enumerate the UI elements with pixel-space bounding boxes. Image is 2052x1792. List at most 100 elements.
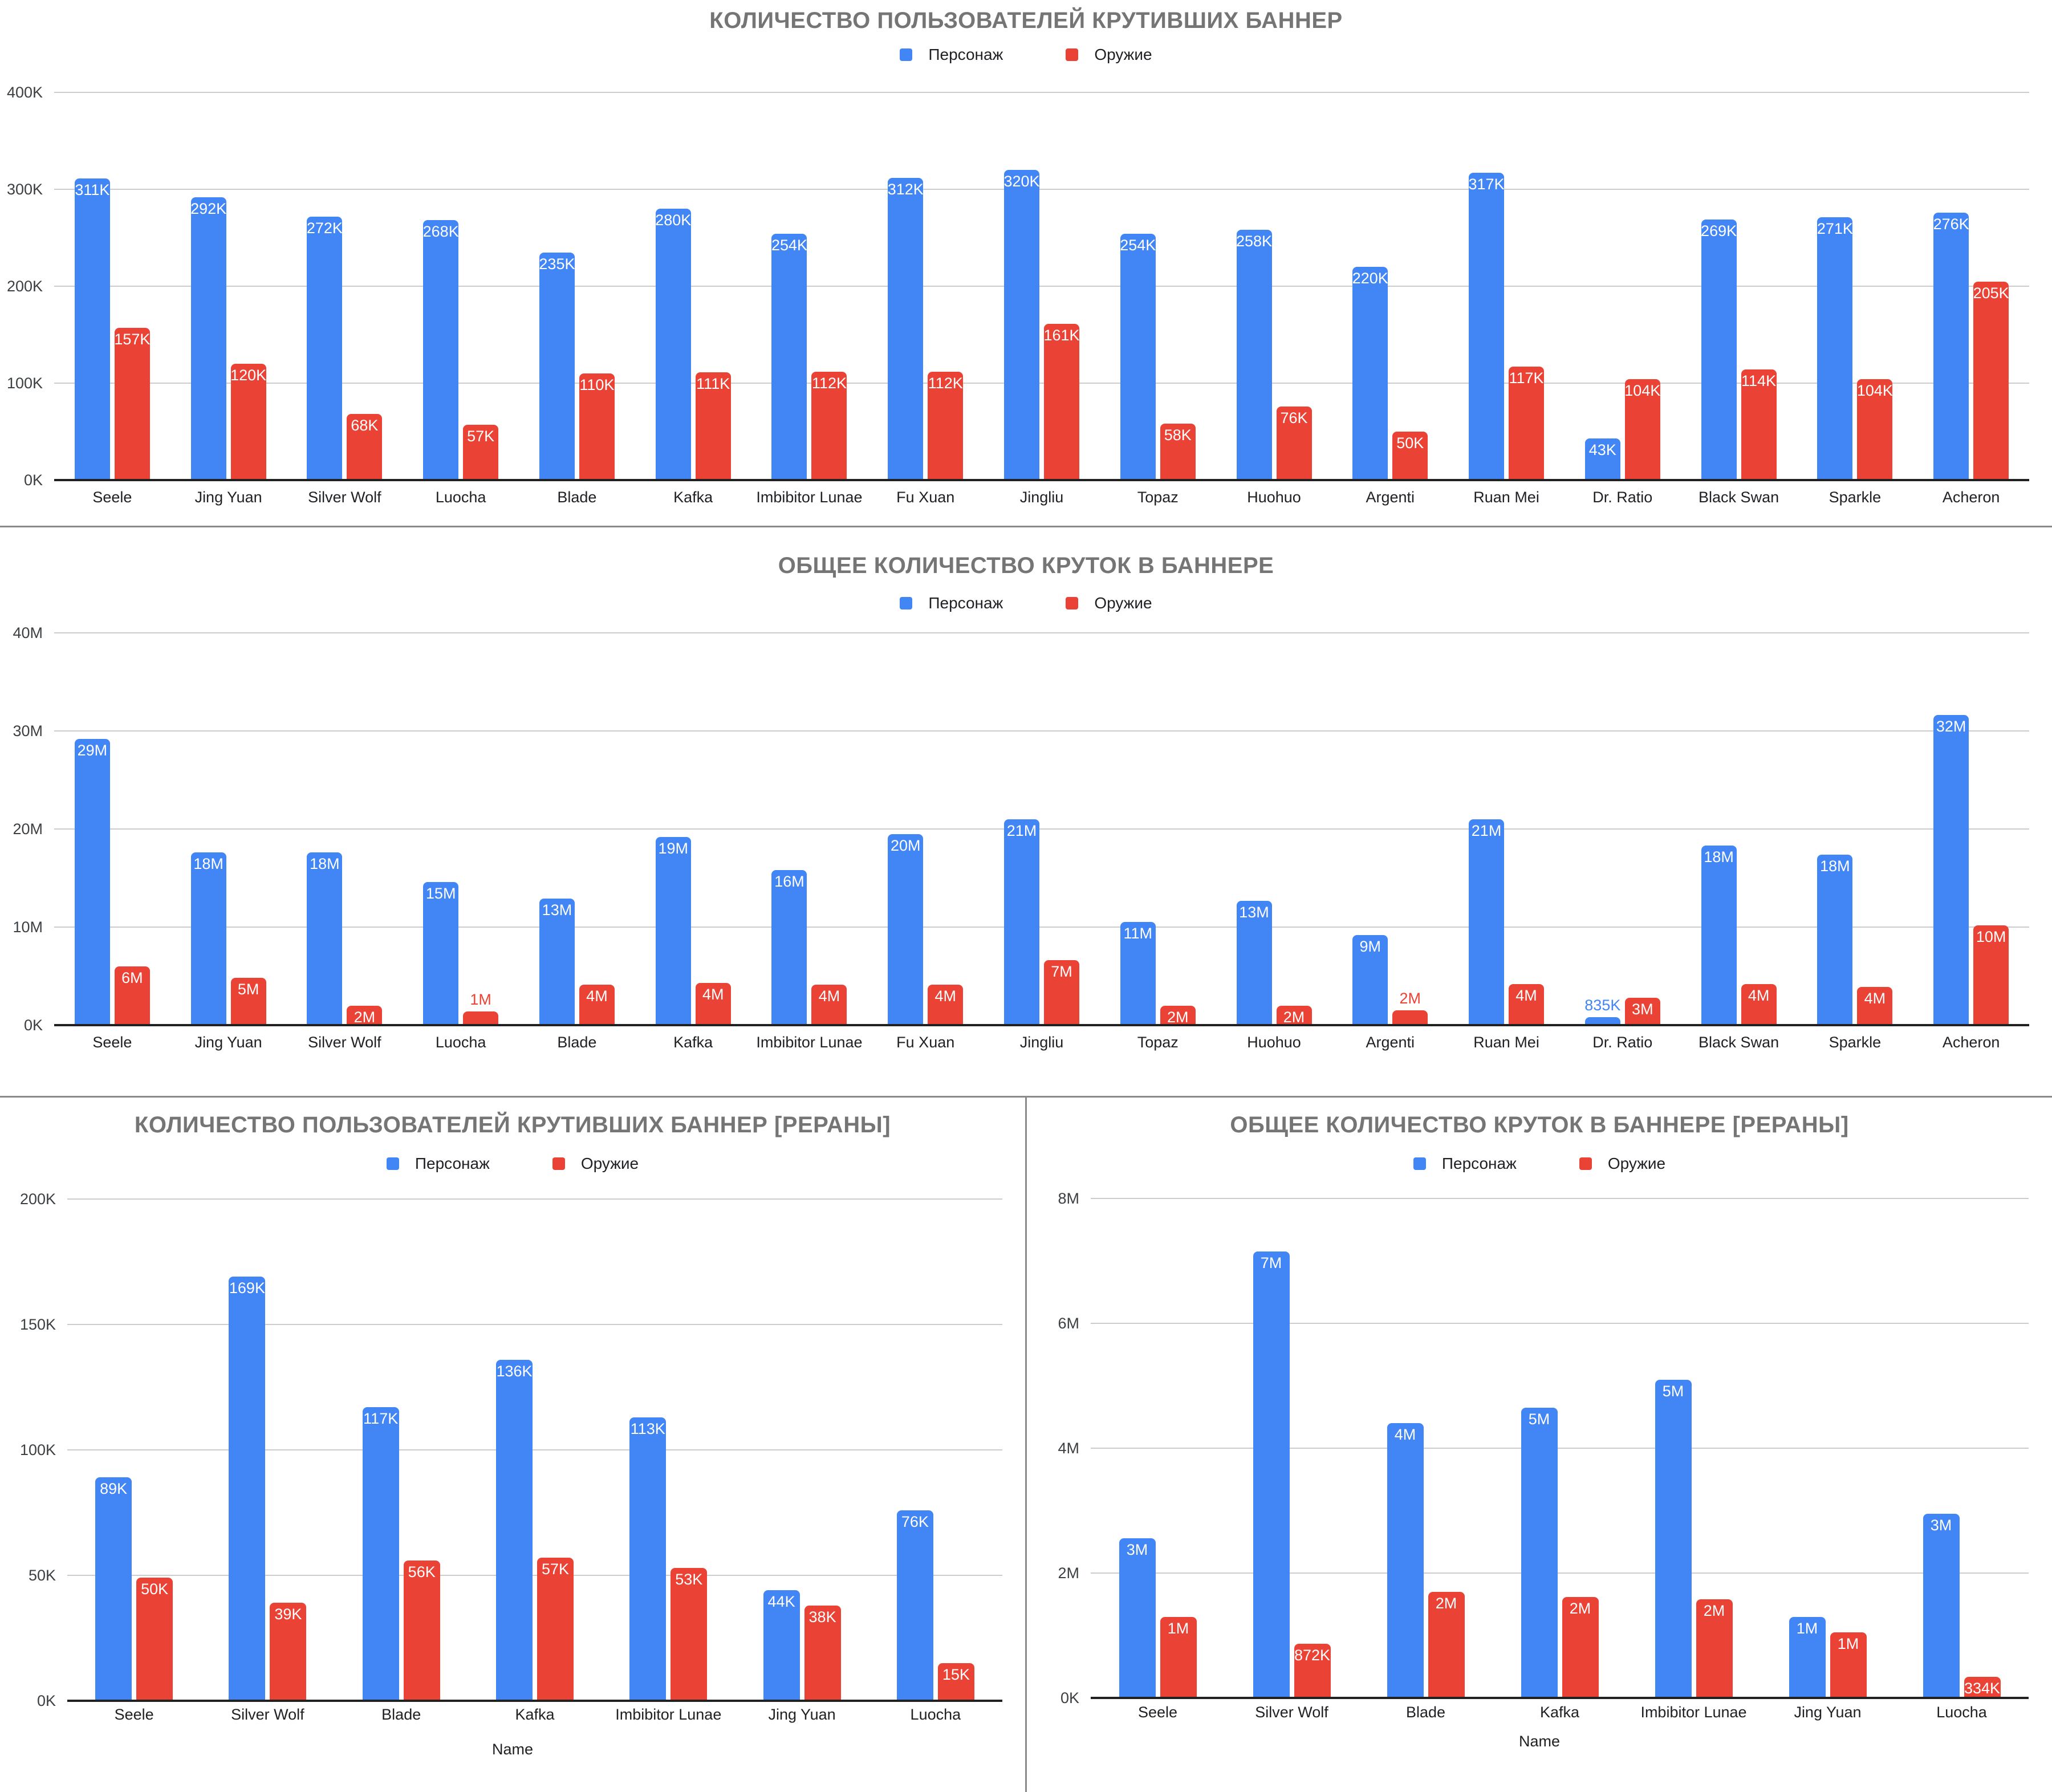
bar-weapon-jingliu[interactable] <box>1044 960 1079 1025</box>
bar-character-kafka[interactable] <box>655 836 691 1025</box>
bar-character-blade[interactable] <box>362 1407 399 1701</box>
bar-character-luocha[interactable] <box>423 881 459 1025</box>
bar-weapon-jingliu[interactable] <box>1044 324 1079 480</box>
bar-weapon-imbibitor-lunae[interactable] <box>671 1567 708 1701</box>
legend-item-weapon[interactable]: Оружие <box>552 1155 639 1173</box>
bar-character-imbibitor-lunae[interactable] <box>771 234 807 480</box>
bar-weapon-acheron[interactable] <box>1973 281 2009 480</box>
bar-weapon-kafka[interactable] <box>695 983 731 1025</box>
bar-character-argenti[interactable] <box>1352 934 1388 1025</box>
bar-character-dr-ratio[interactable] <box>1584 438 1620 480</box>
legend-item-weapon[interactable]: Оружие <box>1066 46 1152 64</box>
bar-weapon-ruan-mei[interactable] <box>1509 367 1545 480</box>
bar-character-kafka[interactable] <box>496 1359 533 1701</box>
bar-weapon-sparkle[interactable] <box>1857 379 1893 480</box>
bar-character-silver-wolf[interactable] <box>307 216 343 480</box>
bar-weapon-huohuo[interactable] <box>1276 1006 1312 1025</box>
bar-weapon-ruan-mei[interactable] <box>1509 984 1545 1025</box>
bar-weapon-silver-wolf[interactable] <box>347 414 383 480</box>
bar-weapon-argenti[interactable] <box>1392 1010 1428 1025</box>
bar-weapon-seele[interactable] <box>1160 1616 1197 1698</box>
bar-character-jing-yuan[interactable] <box>763 1590 800 1701</box>
bar-weapon-kafka[interactable] <box>1562 1596 1599 1698</box>
bar-weapon-imbibitor-lunae[interactable] <box>811 371 847 480</box>
bar-character-blade[interactable] <box>539 252 575 480</box>
bar-character-seele[interactable] <box>1119 1538 1156 1698</box>
bar-weapon-imbibitor-lunae[interactable] <box>1696 1599 1733 1698</box>
bar-character-dr-ratio[interactable] <box>1584 1017 1620 1025</box>
legend-item-character[interactable]: Персонаж <box>900 46 1003 64</box>
bar-character-blade[interactable] <box>1387 1423 1424 1698</box>
bar-character-imbibitor-lunae[interactable] <box>771 870 807 1025</box>
bar-weapon-jing-yuan[interactable] <box>1830 1632 1867 1698</box>
bar-character-imbibitor-lunae[interactable] <box>1655 1379 1692 1698</box>
bar-character-sparkle[interactable] <box>1817 854 1853 1025</box>
bar-character-silver-wolf[interactable] <box>229 1277 266 1701</box>
bar-character-topaz[interactable] <box>1120 234 1156 480</box>
bar-weapon-dr-ratio[interactable] <box>1624 997 1660 1025</box>
bar-character-acheron[interactable] <box>1933 212 1969 480</box>
bar-weapon-silver-wolf[interactable] <box>1294 1643 1331 1698</box>
bar-weapon-luocha[interactable] <box>1964 1677 2001 1698</box>
bar-character-jingliu[interactable] <box>1004 819 1039 1025</box>
legend-item-character[interactable]: Персонаж <box>900 594 1003 612</box>
bar-character-sparkle[interactable] <box>1817 217 1853 480</box>
bar-weapon-fu-xuan[interactable] <box>928 985 964 1025</box>
bar-weapon-dr-ratio[interactable] <box>1624 379 1660 480</box>
bar-weapon-luocha[interactable] <box>937 1663 974 1701</box>
bar-weapon-sparkle[interactable] <box>1857 986 1893 1025</box>
bar-weapon-silver-wolf[interactable] <box>270 1603 307 1701</box>
bar-weapon-blade[interactable] <box>403 1560 440 1701</box>
bar-weapon-kafka[interactable] <box>695 372 731 480</box>
bar-character-imbibitor-lunae[interactable] <box>629 1417 667 1701</box>
bar-character-luocha[interactable] <box>896 1510 933 1701</box>
bar-character-argenti[interactable] <box>1352 267 1388 480</box>
bar-weapon-topaz[interactable] <box>1160 1006 1196 1025</box>
bar-character-ruan-mei[interactable] <box>1469 819 1505 1025</box>
bar-weapon-jing-yuan[interactable] <box>230 364 266 480</box>
bar-weapon-acheron[interactable] <box>1973 925 2009 1025</box>
bar-weapon-seele[interactable] <box>136 1578 173 1701</box>
bar-weapon-silver-wolf[interactable] <box>347 1005 383 1025</box>
bar-character-huohuo[interactable] <box>1236 900 1272 1025</box>
legend-item-weapon[interactable]: Оружие <box>1066 594 1152 612</box>
bar-character-silver-wolf[interactable] <box>307 852 343 1025</box>
legend-item-character[interactable]: Персонаж <box>1413 1155 1517 1173</box>
bar-weapon-blade[interactable] <box>1428 1591 1465 1698</box>
bar-character-kafka[interactable] <box>1521 1407 1558 1698</box>
bar-weapon-jing-yuan[interactable] <box>230 978 266 1025</box>
bar-weapon-kafka[interactable] <box>537 1558 574 1701</box>
bar-character-silver-wolf[interactable] <box>1253 1251 1290 1698</box>
bar-character-luocha[interactable] <box>1923 1513 1960 1698</box>
bar-character-blade[interactable] <box>539 899 575 1025</box>
bar-weapon-black-swan[interactable] <box>1741 984 1777 1025</box>
bar-weapon-argenti[interactable] <box>1392 432 1428 480</box>
bar-character-seele[interactable] <box>74 738 110 1025</box>
bar-character-black-swan[interactable] <box>1701 219 1737 480</box>
bar-character-luocha[interactable] <box>423 220 459 480</box>
bar-weapon-luocha[interactable] <box>463 425 499 480</box>
bar-weapon-seele[interactable] <box>114 966 150 1025</box>
legend-item-character[interactable]: Персонаж <box>386 1155 490 1173</box>
bar-character-seele[interactable] <box>74 178 110 480</box>
bar-character-seele[interactable] <box>95 1477 132 1701</box>
bar-weapon-imbibitor-lunae[interactable] <box>811 985 847 1025</box>
bar-character-jing-yuan[interactable] <box>1789 1616 1826 1698</box>
legend-item-weapon[interactable]: Оружие <box>1579 1155 1665 1173</box>
bar-weapon-topaz[interactable] <box>1160 424 1196 480</box>
bar-weapon-seele[interactable] <box>114 328 150 480</box>
bar-character-fu-xuan[interactable] <box>888 177 924 480</box>
bar-character-topaz[interactable] <box>1120 922 1156 1025</box>
bar-character-jing-yuan[interactable] <box>190 197 226 480</box>
bar-character-jing-yuan[interactable] <box>190 852 226 1025</box>
bar-weapon-blade[interactable] <box>579 985 615 1025</box>
bar-weapon-fu-xuan[interactable] <box>928 371 964 480</box>
bar-character-acheron[interactable] <box>1933 715 1969 1025</box>
bar-character-huohuo[interactable] <box>1236 230 1272 480</box>
bar-weapon-jing-yuan[interactable] <box>804 1605 841 1701</box>
bar-weapon-black-swan[interactable] <box>1741 369 1777 480</box>
bar-weapon-huohuo[interactable] <box>1276 406 1312 480</box>
bar-weapon-luocha[interactable] <box>463 1011 499 1025</box>
bar-character-fu-xuan[interactable] <box>888 834 924 1025</box>
bar-weapon-blade[interactable] <box>579 373 615 480</box>
